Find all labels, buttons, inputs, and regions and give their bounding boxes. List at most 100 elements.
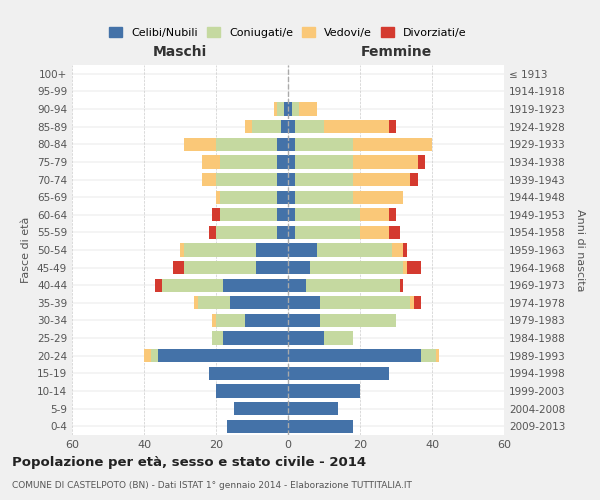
Bar [162, 278, 223, 292]
Bar [389, 208, 396, 222]
Bar [288, 244, 317, 256]
Bar [288, 349, 421, 362]
Bar [184, 244, 256, 256]
Bar [184, 261, 256, 274]
Bar [220, 190, 277, 204]
Text: Popolazione per età, sesso e stato civile - 2014: Popolazione per età, sesso e stato civil… [12, 456, 366, 469]
Bar [245, 120, 252, 134]
Bar [209, 366, 288, 380]
Bar [227, 420, 288, 433]
Bar [216, 190, 220, 204]
Bar [220, 156, 277, 168]
Bar [410, 173, 418, 186]
Bar [198, 296, 230, 310]
Bar [288, 156, 295, 168]
Bar [288, 278, 306, 292]
Bar [306, 278, 400, 292]
Bar [277, 208, 288, 222]
Bar [288, 208, 295, 222]
Bar [295, 156, 353, 168]
Bar [158, 349, 288, 362]
Bar [436, 349, 439, 362]
Bar [389, 120, 396, 134]
Bar [295, 190, 353, 204]
Bar [180, 244, 184, 256]
Bar [353, 190, 403, 204]
Bar [216, 384, 288, 398]
Bar [288, 138, 295, 151]
Bar [281, 120, 288, 134]
Bar [295, 138, 353, 151]
Bar [184, 138, 216, 151]
Bar [230, 296, 288, 310]
Bar [400, 278, 403, 292]
Bar [288, 420, 353, 433]
Y-axis label: Fasce di età: Fasce di età [22, 217, 31, 283]
Bar [202, 173, 216, 186]
Bar [389, 226, 400, 239]
Bar [392, 244, 403, 256]
Bar [155, 278, 162, 292]
Bar [277, 102, 284, 116]
Bar [245, 314, 288, 327]
Bar [317, 244, 392, 256]
Bar [407, 261, 421, 274]
Text: Maschi: Maschi [153, 45, 207, 59]
Bar [295, 226, 360, 239]
Bar [212, 332, 223, 344]
Bar [288, 366, 389, 380]
Bar [151, 349, 158, 362]
Bar [421, 349, 436, 362]
Bar [310, 261, 403, 274]
Bar [209, 226, 216, 239]
Bar [216, 173, 277, 186]
Bar [360, 226, 389, 239]
Bar [288, 120, 295, 134]
Bar [220, 208, 277, 222]
Bar [216, 138, 277, 151]
Bar [320, 314, 396, 327]
Bar [324, 120, 389, 134]
Y-axis label: Anni di nascita: Anni di nascita [575, 209, 585, 291]
Bar [288, 384, 360, 398]
Bar [277, 138, 288, 151]
Bar [212, 314, 216, 327]
Bar [299, 102, 317, 116]
Bar [295, 120, 324, 134]
Bar [216, 226, 277, 239]
Bar [410, 296, 414, 310]
Legend: Celibi/Nubili, Coniugati/e, Vedovi/e, Divorziati/e: Celibi/Nubili, Coniugati/e, Vedovi/e, Di… [105, 22, 471, 42]
Bar [202, 156, 220, 168]
Bar [284, 102, 288, 116]
Bar [223, 332, 288, 344]
Bar [252, 120, 281, 134]
Bar [353, 156, 418, 168]
Bar [295, 208, 360, 222]
Bar [277, 226, 288, 239]
Bar [360, 208, 389, 222]
Bar [277, 173, 288, 186]
Bar [295, 173, 353, 186]
Bar [403, 244, 407, 256]
Bar [288, 296, 320, 310]
Bar [288, 402, 338, 415]
Bar [216, 314, 245, 327]
Bar [173, 261, 184, 274]
Bar [418, 156, 425, 168]
Bar [292, 102, 299, 116]
Bar [320, 296, 410, 310]
Text: Femmine: Femmine [361, 45, 431, 59]
Bar [288, 332, 324, 344]
Bar [288, 261, 310, 274]
Bar [353, 173, 410, 186]
Bar [324, 332, 353, 344]
Bar [353, 138, 432, 151]
Bar [288, 190, 295, 204]
Bar [288, 314, 320, 327]
Bar [288, 226, 295, 239]
Bar [223, 278, 288, 292]
Bar [194, 296, 198, 310]
Bar [277, 156, 288, 168]
Bar [288, 102, 292, 116]
Bar [274, 102, 277, 116]
